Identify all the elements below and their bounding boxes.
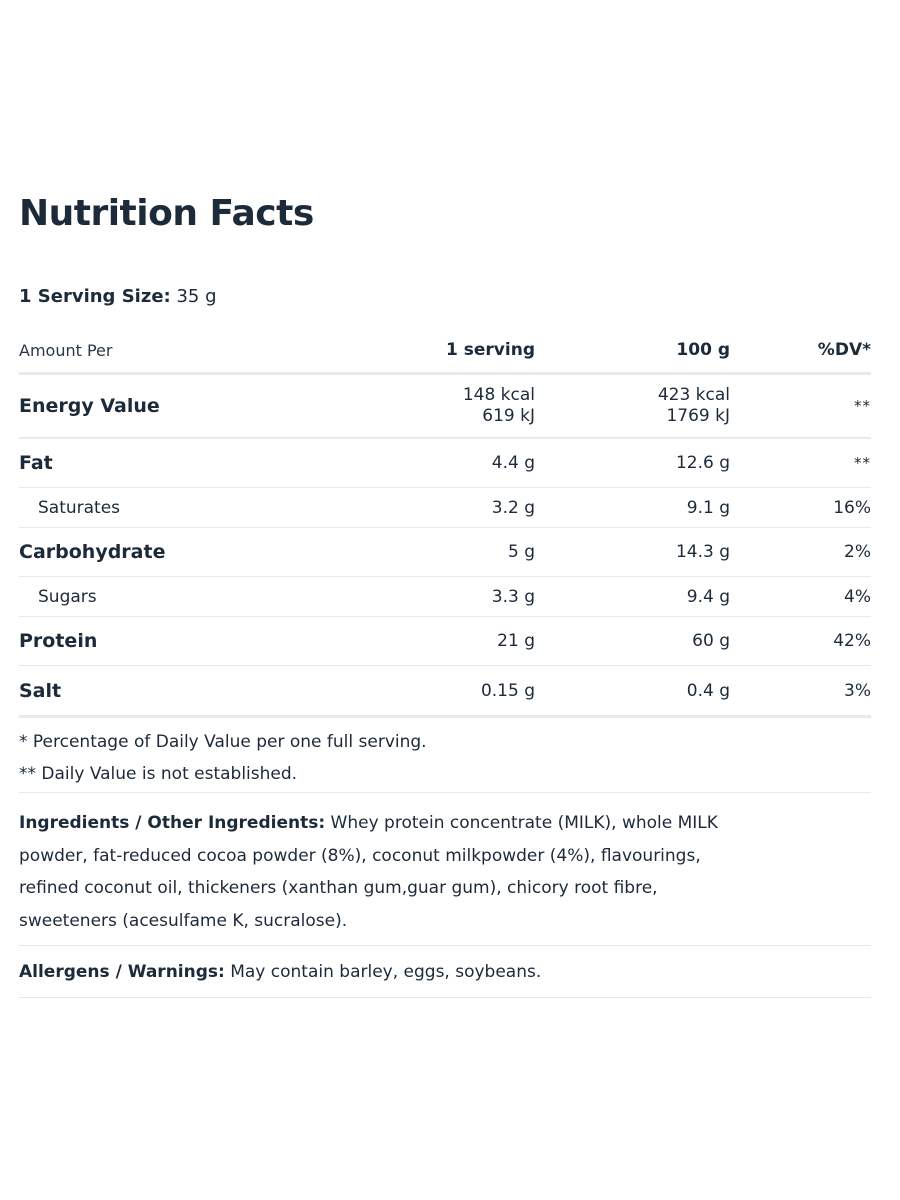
table-row-protein: Protein 21 g 60 g 42% (19, 617, 871, 666)
nutrient-name: Protein (19, 630, 98, 652)
ingredients-line-2: powder, fat-reduced cocoa powder (8%), c… (19, 845, 701, 866)
energy-per-100g: 423 kcal 1769 kJ (570, 375, 730, 437)
value-dv: 3% (844, 680, 871, 701)
nutrition-table: Amount Per 1 serving 100 g %DV* Energy V… (19, 328, 871, 718)
serving-size: 1 Serving Size: 35 g (19, 285, 217, 309)
value-per-100g: 60 g (692, 631, 730, 651)
allergens-text: May contain barley, eggs, soybeans. (230, 962, 542, 982)
ingredients-section: Ingredients / Other Ingredients: Whey pr… (19, 807, 871, 946)
nutrient-name: Salt (19, 679, 62, 702)
nutrient-name: Saturates (38, 497, 121, 518)
value-per-serving: 5 g (507, 542, 535, 562)
value-per-100g: 12.6 g (675, 453, 730, 473)
value-per-serving: 3.3 g (491, 586, 535, 607)
energy-per-100g-kcal: 423 kcal (657, 385, 730, 405)
footnote-dv: * Percentage of Daily Value per one full… (19, 732, 427, 752)
energy-per-serving: 148 kcal 619 kJ (375, 375, 535, 437)
value-dv: 2% (844, 542, 871, 562)
energy-dv: ** (854, 397, 871, 415)
value-per-100g: 9.1 g (686, 497, 730, 518)
table-header-row: Amount Per 1 serving 100 g %DV* (19, 328, 871, 375)
table-row-sugars: Sugars 3.3 g 9.4 g 4% (19, 577, 871, 617)
serving-size-label: 1 Serving Size: (19, 286, 171, 307)
nutrient-name: Fat (19, 452, 53, 474)
ingredients-line-4: sweeteners (acesulfame K, sucralose). (19, 910, 348, 931)
value-per-100g: 0.4 g (686, 680, 730, 701)
energy-per-serving-kcal: 148 kcal (462, 385, 535, 405)
allergens-section: Allergens / Warnings: May contain barley… (19, 958, 871, 998)
allergens-label: Allergens / Warnings: (19, 962, 225, 982)
footnote-not-established: ** Daily Value is not established. (19, 764, 298, 784)
table-row-energy: Energy Value 148 kcal 619 kJ 423 kcal 17… (19, 375, 871, 439)
value-dv: ** (854, 454, 871, 472)
value-per-serving: 0.15 g (480, 680, 535, 701)
table-row-carbohydrate: Carbohydrate 5 g 14.3 g 2% (19, 528, 871, 577)
ingredients-text-1: Whey protein concentrate (MILK), whole M… (330, 813, 718, 833)
ingredients-line-3: refined coconut oil, thickeners (xanthan… (19, 878, 658, 898)
table-row-salt: Salt 0.15 g 0.4 g 3% (19, 666, 871, 718)
table-row-saturates: Saturates 3.2 g 9.1 g 16% (19, 488, 871, 528)
serving-size-value: 35 g (176, 286, 217, 307)
nutrient-name: Energy Value (19, 395, 160, 417)
energy-per-serving-kj: 619 kJ (482, 406, 535, 426)
ingredients-label: Ingredients / Other Ingredients: (19, 813, 326, 833)
header-per-100g: 100 g (676, 340, 730, 360)
value-per-serving: 4.4 g (491, 453, 535, 473)
ingredients-line-1: Ingredients / Other Ingredients: Whey pr… (19, 807, 871, 840)
energy-per-100g-kj: 1769 kJ (666, 406, 730, 426)
header-dv: %DV* (817, 340, 871, 360)
value-dv: 42% (833, 631, 871, 651)
value-dv: 16% (833, 497, 871, 518)
footnotes: * Percentage of Daily Value per one full… (19, 726, 871, 793)
nutrient-name: Carbohydrate (19, 541, 166, 563)
value-per-100g: 14.3 g (675, 542, 730, 562)
value-dv: 4% (844, 586, 871, 607)
table-row-fat: Fat 4.4 g 12.6 g ** (19, 439, 871, 488)
value-per-100g: 9.4 g (686, 586, 730, 607)
page-title: Nutrition Facts (19, 193, 314, 234)
header-per-serving: 1 serving (446, 340, 535, 360)
value-per-serving: 3.2 g (491, 497, 535, 518)
header-amount-per: Amount Per (19, 340, 113, 360)
nutrient-name: Sugars (38, 586, 97, 607)
value-per-serving: 21 g (497, 631, 535, 651)
